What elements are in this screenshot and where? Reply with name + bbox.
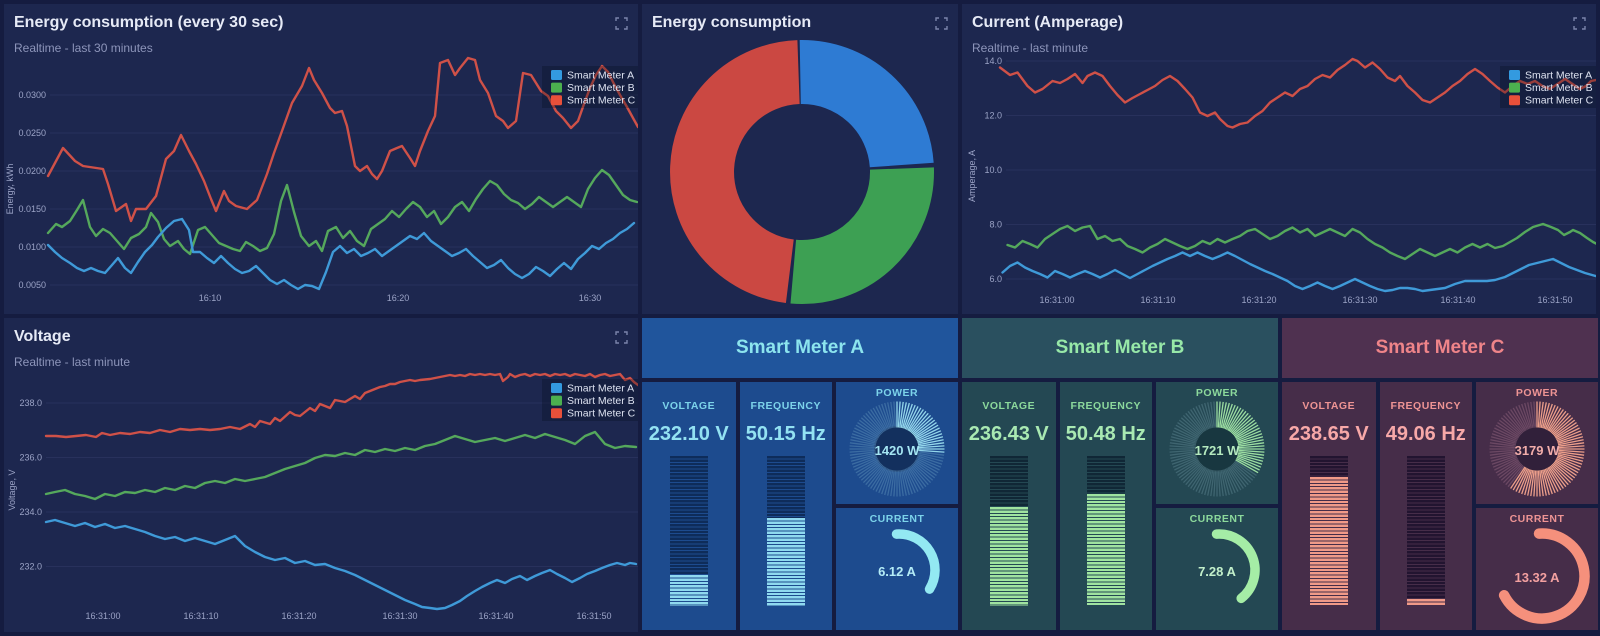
svg-text:16:31:30: 16:31:30 (1342, 295, 1377, 305)
svg-text:238.0: 238.0 (19, 398, 42, 408)
svg-text:16:10: 16:10 (199, 293, 222, 303)
svg-text:16:31:30: 16:31:30 (382, 611, 417, 621)
svg-text:0.0050: 0.0050 (18, 280, 46, 290)
svg-text:16:31:20: 16:31:20 (281, 611, 316, 621)
svg-text:16:31:40: 16:31:40 (478, 611, 513, 621)
svg-text:Smart Meter B: Smart Meter B (567, 82, 635, 94)
svg-text:Amperage, A: Amperage, A (967, 150, 977, 202)
svg-text:Smart Meter A: Smart Meter A (567, 70, 634, 82)
svg-text:16:30: 16:30 (579, 293, 602, 303)
svg-text:Energy, kWh: Energy, kWh (5, 164, 15, 215)
svg-text:0.0250: 0.0250 (18, 128, 46, 138)
svg-text:Smart Meter C: Smart Meter C (567, 95, 636, 107)
svg-text:0.0300: 0.0300 (18, 90, 46, 100)
svg-text:Smart Meter C: Smart Meter C (567, 408, 636, 420)
svg-text:0.0200: 0.0200 (18, 166, 46, 176)
svg-text:16:31:40: 16:31:40 (1440, 295, 1475, 305)
svg-text:16:31:00: 16:31:00 (1039, 295, 1074, 305)
svg-text:0.0150: 0.0150 (18, 204, 46, 214)
svg-text:16:31:50: 16:31:50 (576, 611, 611, 621)
svg-text:Smart Meter A: Smart Meter A (567, 383, 634, 395)
svg-text:10.0: 10.0 (984, 165, 1002, 175)
svg-text:Smart Meter A: Smart Meter A (1525, 70, 1592, 82)
svg-text:14.0: 14.0 (984, 56, 1002, 66)
svg-text:16:31:00: 16:31:00 (85, 611, 120, 621)
svg-text:Smart Meter B: Smart Meter B (1525, 82, 1593, 94)
svg-text:16:20: 16:20 (387, 293, 410, 303)
svg-text:16:31:10: 16:31:10 (183, 611, 218, 621)
svg-text:234.0: 234.0 (19, 507, 42, 517)
svg-text:Voltage, V: Voltage, V (7, 469, 17, 510)
svg-text:0.0100: 0.0100 (18, 242, 46, 252)
svg-text:12.0: 12.0 (984, 111, 1002, 121)
svg-text:6.0: 6.0 (989, 274, 1002, 284)
svg-text:8.0: 8.0 (989, 220, 1002, 230)
svg-text:16:31:50: 16:31:50 (1537, 295, 1572, 305)
svg-text:16:31:20: 16:31:20 (1241, 295, 1276, 305)
svg-text:Smart Meter B: Smart Meter B (567, 395, 635, 407)
svg-text:Smart Meter C: Smart Meter C (1525, 95, 1594, 107)
svg-text:232.0: 232.0 (19, 562, 42, 572)
svg-text:16:31:10: 16:31:10 (1140, 295, 1175, 305)
svg-text:236.0: 236.0 (19, 453, 42, 463)
